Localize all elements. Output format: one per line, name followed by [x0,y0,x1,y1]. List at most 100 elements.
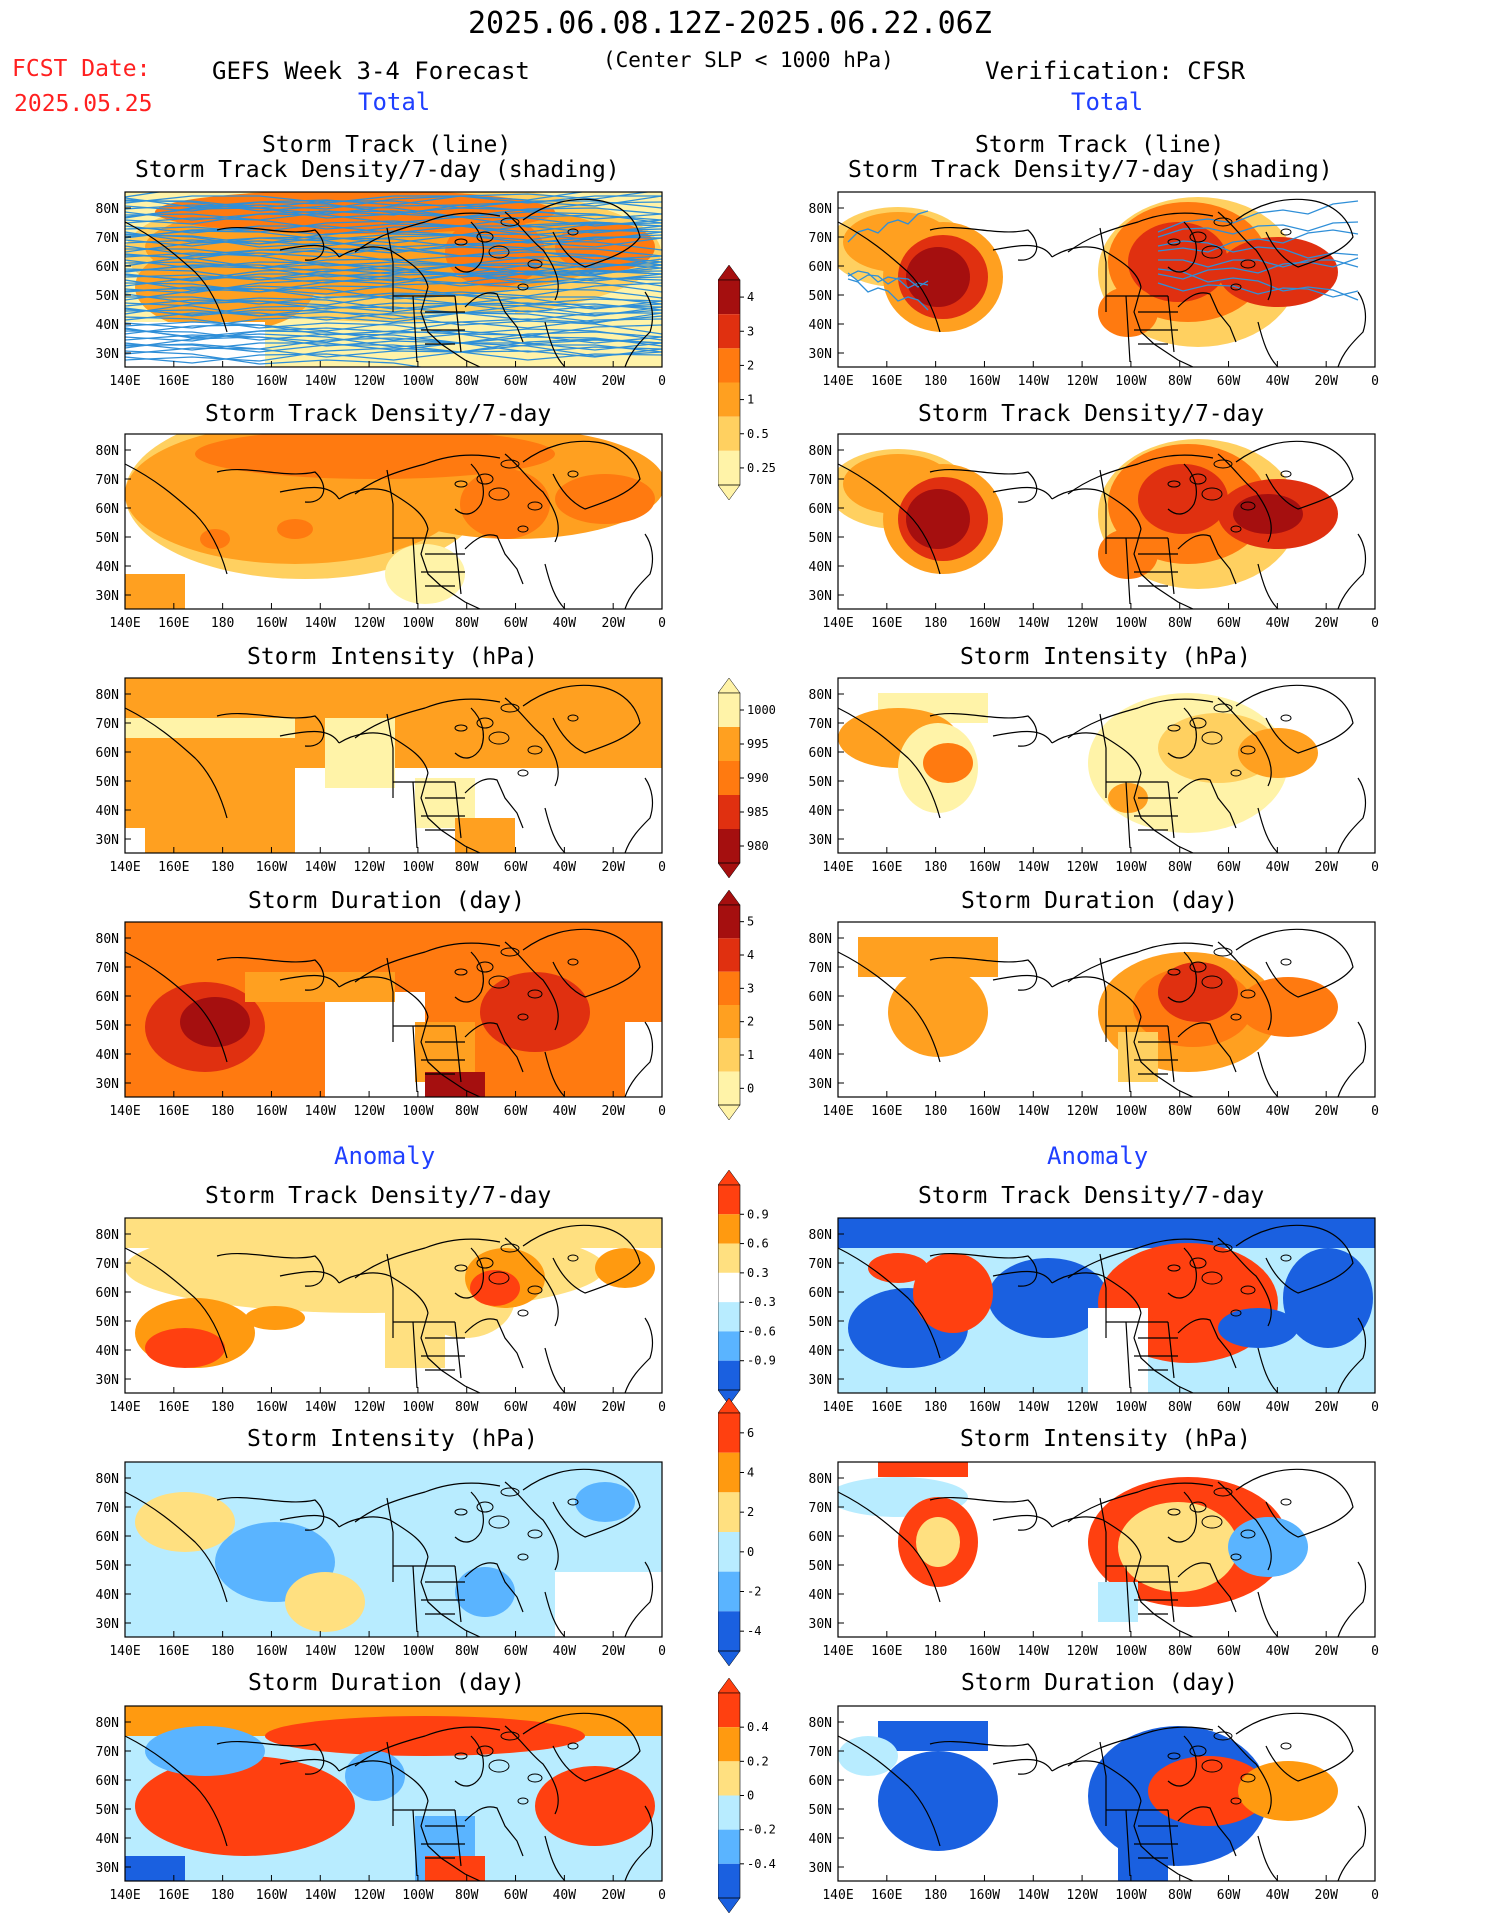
x-tick-label: 120W [1066,616,1097,631]
x-tick-label: 160W [256,616,287,631]
fcst-date-label: FCST Date: [12,56,151,82]
x-tick-label: 160W [969,1400,1000,1415]
x-tick-label: 140E [822,1644,853,1659]
x-tick-label: 20W [1314,374,1338,389]
x-tick-label: 40W [1266,374,1290,389]
x-tick-label: 140E [109,1888,140,1903]
x-tick-label: 40W [553,860,577,875]
colorbar-swatch [718,1829,740,1864]
colorbar-label: 4 [747,1466,754,1480]
x-tick-label: 160W [256,1644,287,1659]
x-tick-label: 20W [1314,1888,1338,1903]
y-tick-label: 80N [96,932,119,947]
x-tick-label: 20W [1314,1104,1338,1119]
colorbar-label: 0.6 [747,1237,769,1251]
x-tick-label: 160W [256,374,287,389]
x-tick-label: 60W [1217,1400,1241,1415]
colorbar-swatch [718,1331,740,1361]
center-slp-note: (Center SLP < 1000 hPa) [603,48,894,72]
y-tick-label: 70N [809,473,832,488]
x-tick-label: 140E [822,616,853,631]
x-tick-label: 160E [158,1400,189,1415]
x-tick-label: 180 [924,374,947,389]
y-tick-label: 50N [96,289,119,304]
colorbar-label: 0 [747,1789,754,1803]
left-track-title-1: Storm Track (line) [262,132,512,158]
x-tick-label: 140W [1018,1644,1049,1659]
left-density-anom-title: Storm Track Density/7-day [205,1183,552,1209]
x-tick-label: 180 [211,1104,234,1119]
x-tick-label: 160E [871,1888,902,1903]
y-tick-label: 30N [96,1617,119,1632]
x-tick-label: 140W [1018,1400,1049,1415]
x-tick-label: 60W [504,616,528,631]
y-tick-label: 70N [96,1501,119,1516]
x-tick-label: 160E [158,1104,189,1119]
colorbar-label: 0.3 [747,1266,769,1280]
y-tick-label: 60N [96,746,119,761]
colorbar-label: 985 [747,805,769,819]
x-tick-label: 120W [353,1644,384,1659]
colorbar-label: 1 [747,393,754,407]
right-density-anom-title: Storm Track Density/7-day [918,1183,1265,1209]
x-tick-label: 40W [553,1104,577,1119]
y-tick-label: 70N [809,1745,832,1760]
x-tick-label: 20W [1314,1400,1338,1415]
left-duration-map: 140E 160E 180 160W 140W 120W 100W 80W 60W 40W 20W 0… [96,921,666,1121]
y-tick-label: 70N [809,717,832,732]
y-tick-label: 40N [809,1832,832,1847]
colorbar-label: -2 [747,1585,761,1599]
y-tick-label: 80N [96,444,119,459]
y-tick-label: 30N [809,1617,832,1632]
x-tick-label: 140W [305,374,336,389]
colorbar-swatch [718,450,740,485]
y-tick-label: 50N [96,1803,119,1818]
colorbar-swatch [718,1863,740,1898]
colorbar-swatch [718,1071,740,1105]
x-tick-label: 180 [211,1400,234,1415]
colorbar-swatch [718,1243,740,1273]
x-tick-label: 140E [822,374,853,389]
colorbar-swatch [718,1360,740,1390]
x-tick-label: 100W [402,616,433,631]
y-tick-label: 80N [809,1716,832,1731]
x-tick-label: 140W [305,616,336,631]
x-tick-label: 160W [256,1888,287,1903]
y-tick-label: 40N [809,560,832,575]
y-tick-label: 40N [809,1588,832,1603]
colorbar-label: 3 [747,981,754,995]
x-tick-label: 120W [1066,1400,1097,1415]
colorbar-label: 2 [747,1505,754,1519]
colorbar-swatch [718,1727,740,1762]
x-tick-label: 40W [553,616,577,631]
x-tick-label: 100W [1115,374,1146,389]
x-tick-label: 0 [658,1644,666,1659]
y-tick-label: 60N [96,1530,119,1545]
colorbar-label: -0.9 [747,1354,776,1368]
y-tick-label: 70N [96,473,119,488]
x-tick-label: 0 [1371,860,1379,875]
x-tick-label: 140E [822,1400,853,1415]
y-tick-label: 30N [809,833,832,848]
x-tick-label: 80W [1168,1644,1192,1659]
y-tick-label: 40N [96,1344,119,1359]
x-tick-label: 40W [1266,1888,1290,1903]
x-tick-label: 80W [1168,1400,1192,1415]
x-tick-label: 0 [1371,1644,1379,1659]
y-tick-label: 70N [809,1501,832,1516]
y-tick-label: 70N [96,231,119,246]
y-tick-label: 60N [809,502,832,517]
right-intensity-map: 140E 160E 180 160W 140W 120W 100W 80W 60W 40W 20W 0… [809,677,1379,877]
y-tick-label: 80N [96,1472,119,1487]
x-tick-label: 160W [969,374,1000,389]
colorbar-label: 0 [747,1545,754,1559]
y-tick-label: 60N [809,1530,832,1545]
colorbar-swatch [718,1005,740,1039]
x-tick-label: 180 [211,374,234,389]
y-tick-label: 40N [809,1048,832,1063]
x-tick-label: 40W [553,1888,577,1903]
left-duration-anom-title: Storm Duration (day) [248,1670,525,1696]
colorbar-swatch [718,314,740,349]
y-tick-label: 70N [809,231,832,246]
colorbar-swatch [718,1795,740,1830]
